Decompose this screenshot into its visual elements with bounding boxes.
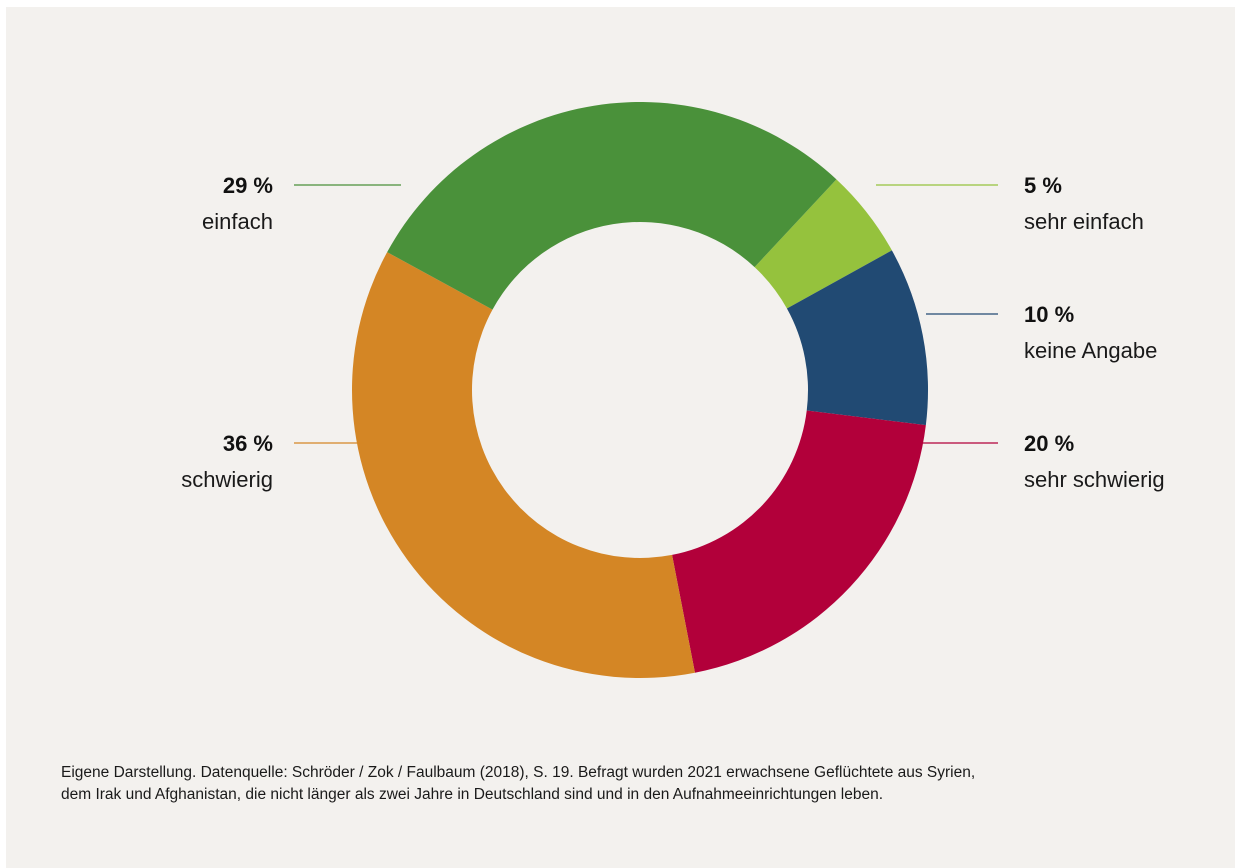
slice-einfach [387, 102, 837, 310]
slice-sehr-einfach [754, 179, 892, 309]
slice-labels: 5 % sehr einfach 10 % keine Angabe 20 % sehr … [181, 173, 1164, 492]
slice-keine-Angabe [786, 250, 928, 426]
donut-slices [351, 102, 928, 678]
slice-percent-schwierig: 36 % [223, 431, 273, 456]
footnote-line-2: dem Irak und Afghanistan, die nicht läng… [61, 786, 884, 803]
slice-percent-sehr-einfach: 5 % [1024, 173, 1062, 198]
slice-label-sehr-einfach: sehr einfach [1024, 209, 1144, 234]
chart-panel: 5 % sehr einfach 10 % keine Angabe 20 % sehr … [6, 7, 1235, 868]
footnote: Eigene Darstellung. Datenquelle: Schröde… [61, 762, 1231, 806]
slice-label-keine-Angabe: keine Angabe [1024, 338, 1157, 363]
slice-label-einfach: einfach [202, 209, 273, 234]
slice-label-schwierig: schwierig [181, 467, 273, 492]
slice-percent-sehr-schwierig: 20 % [1024, 431, 1074, 456]
slice-sehr-schwierig [672, 410, 926, 673]
slice-percent-keine-Angabe: 10 % [1024, 302, 1074, 327]
footnote-line-1: Eigene Darstellung. Datenquelle: Schröde… [61, 764, 976, 781]
slice-schwierig [351, 252, 695, 678]
slice-percent-einfach: 29 % [223, 173, 273, 198]
slice-label-sehr-schwierig: sehr schwierig [1024, 467, 1165, 492]
donut-chart: 5 % sehr einfach 10 % keine Angabe 20 % sehr … [181, 102, 1165, 678]
